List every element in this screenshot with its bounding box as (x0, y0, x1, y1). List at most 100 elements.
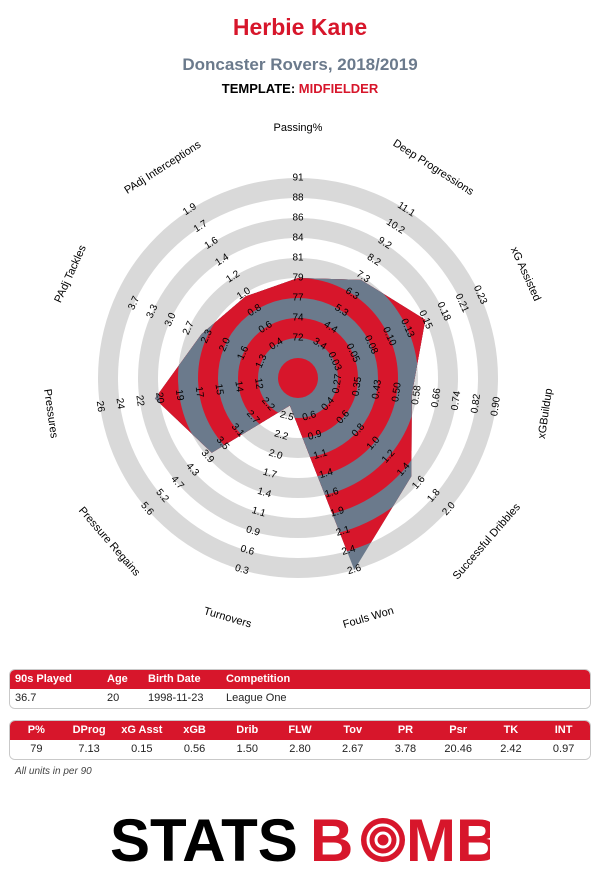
radar-tick-label: 3.0 (163, 311, 179, 329)
info-cell: League One (226, 692, 287, 704)
stats-header-cell: Drib (236, 724, 259, 736)
radar-tick-label: 0.6 (301, 409, 318, 424)
units-footnote: All units in per 90 (15, 766, 92, 777)
radar-tick-label: 1.4 (256, 486, 273, 501)
radar-tick-label: 0.27 (331, 373, 345, 394)
radar-axis-label: Deep Progressions (391, 137, 477, 198)
radar-tick-label: 0.43 (370, 379, 384, 400)
stats-header-cell: DProg (72, 724, 106, 736)
radar-tick-label: 0.90 (489, 396, 503, 417)
radar-center (278, 358, 318, 398)
radar-axis-label: PAdj Tackles (52, 243, 89, 305)
radar-tick-label: 17 (193, 386, 206, 399)
logo-text-b: B (310, 807, 353, 869)
radar-axis-label: Fouls Won (342, 605, 396, 631)
radar-tick-label: 1.3 (254, 352, 270, 370)
radar-tick-label: 74 (292, 313, 304, 324)
radar-tick-label: 1.6 (324, 486, 341, 501)
info-header-cell: Competition (226, 673, 291, 685)
radar-tick-label: 0.50 (390, 381, 404, 402)
info-cell: 20 (107, 692, 120, 704)
stats-header-cell: Tov (343, 724, 363, 736)
stats-header-cell: xGB (183, 724, 206, 736)
radar-tick-label: 2.1 (335, 524, 352, 539)
info-cell: 36.7 (15, 692, 37, 704)
radar-axis-label: Pressure Regains (76, 505, 143, 579)
info-table: 90s Played Age Birth Date Competition 36… (9, 669, 591, 709)
radar-tick-label: 0.6 (239, 543, 256, 558)
radar-axis-label: Successful Dribbles (451, 501, 524, 582)
radar-tick-label: 20 (153, 392, 166, 405)
radar-tick-label: 3.7 (126, 294, 142, 312)
stats-header-cell: INT (554, 724, 573, 736)
radar-tick-label: 0.9 (245, 524, 262, 539)
radar-tick-label: 72 (292, 333, 304, 344)
stats-table: P% DProg xG Asst xGB Drib FLW Tov PR Psr TK INT 79… (9, 720, 591, 760)
radar-tick-label: 2.7 (181, 319, 197, 337)
radar-tick-label: 1.7 (262, 467, 279, 482)
radar-tick-label: 77 (292, 293, 304, 304)
stats-cell: 0.56 (183, 743, 206, 755)
radar-tick-label: 91 (292, 173, 304, 184)
radar-axis-label: xG Assisted (508, 245, 543, 303)
logo-target-icon (361, 818, 405, 862)
radar-tick-label: 2.6 (346, 563, 363, 578)
stats-cell: 7.13 (78, 743, 100, 755)
radar-tick-label: 0.66 (430, 387, 444, 408)
radar-tick-label: 1.6 (236, 344, 252, 362)
radar-tick-label: 1.1 (312, 447, 329, 462)
radar-tick-label: 24 (114, 397, 127, 410)
radar-tick-label: 2.5 (278, 409, 295, 424)
template-label: TEMPLATE: (221, 81, 296, 96)
info-header-cell: 90s Played (15, 673, 72, 685)
stats-cell: 1.50 (236, 743, 258, 755)
template-line: TEMPLATE: MIDFIELDER (0, 81, 600, 96)
radar-axis-label: Passing% (274, 122, 323, 134)
radar-tick-label: 2.3 (199, 327, 215, 345)
radar-tick-label: 0.82 (469, 393, 483, 414)
info-data-row: 36.7 20 1998-11-23 League One (10, 689, 590, 708)
stats-header-cell: xG Asst (121, 724, 163, 736)
statsbomb-logo: STATS B MB (110, 807, 490, 869)
stats-cell: 2.42 (500, 743, 522, 755)
radar-tick-label: 22 (133, 395, 146, 408)
info-cell: 1998-11-23 (148, 692, 204, 704)
team-season: Doncaster Rovers, 2018/2019 (182, 55, 418, 74)
radar-tick-label: 2.2 (273, 428, 290, 443)
radar-tick-label: 84 (292, 233, 304, 244)
radar-tick-label: 2.0 (217, 336, 233, 354)
radar-tick-label: 15 (213, 383, 226, 396)
radar-tick-label: 1.1 (250, 505, 267, 520)
radar-tick-label: 0.35 (351, 376, 365, 397)
stats-header-row: P% DProg xG Asst xGB Drib FLW Tov PR Psr TK INT (10, 721, 590, 740)
radar-axis-label: xGBuildup (536, 388, 555, 440)
radar-tick-label: 26 (94, 400, 107, 413)
radar-tick-label: 2.0 (267, 448, 284, 463)
info-header-cell: Age (107, 673, 128, 685)
radar-tick-label: 0.58 (410, 384, 424, 405)
stats-cell: 3.78 (394, 743, 417, 755)
radar-tick-label: 88 (292, 193, 304, 204)
template-value: MIDFIELDER (298, 81, 379, 96)
radar-axis-label: Turnovers (202, 605, 253, 631)
logo-text-stats: STATS (110, 807, 298, 869)
radar-tick-label: 14 (232, 380, 245, 393)
stats-header-cell: PR (397, 724, 414, 736)
stats-cell: 2.67 (342, 743, 364, 755)
stats-cell: 79 (30, 743, 43, 755)
player-name: Herbie Kane (232, 14, 368, 40)
radar-tick-label: 1.9 (329, 505, 346, 520)
radar-tick-label: 86 (292, 213, 304, 224)
radar-tick-label: 0.9 (307, 428, 324, 443)
stats-cell: 20.46 (444, 743, 472, 755)
stats-cell: 0.15 (131, 743, 153, 755)
stats-header-cell: Psr (449, 724, 468, 736)
stats-cell: 0.97 (552, 743, 575, 755)
radar-tick-label: 1.4 (318, 467, 335, 482)
radar-axis-label: Pressures (41, 388, 60, 439)
radar-tick-label: 0.3 (233, 563, 250, 578)
radar-tick-label: 79 (292, 273, 304, 284)
radar-tick-label: 19 (173, 389, 186, 402)
radar-tick-label: 3.3 (145, 302, 161, 320)
stats-header-cell: TK (503, 724, 519, 736)
